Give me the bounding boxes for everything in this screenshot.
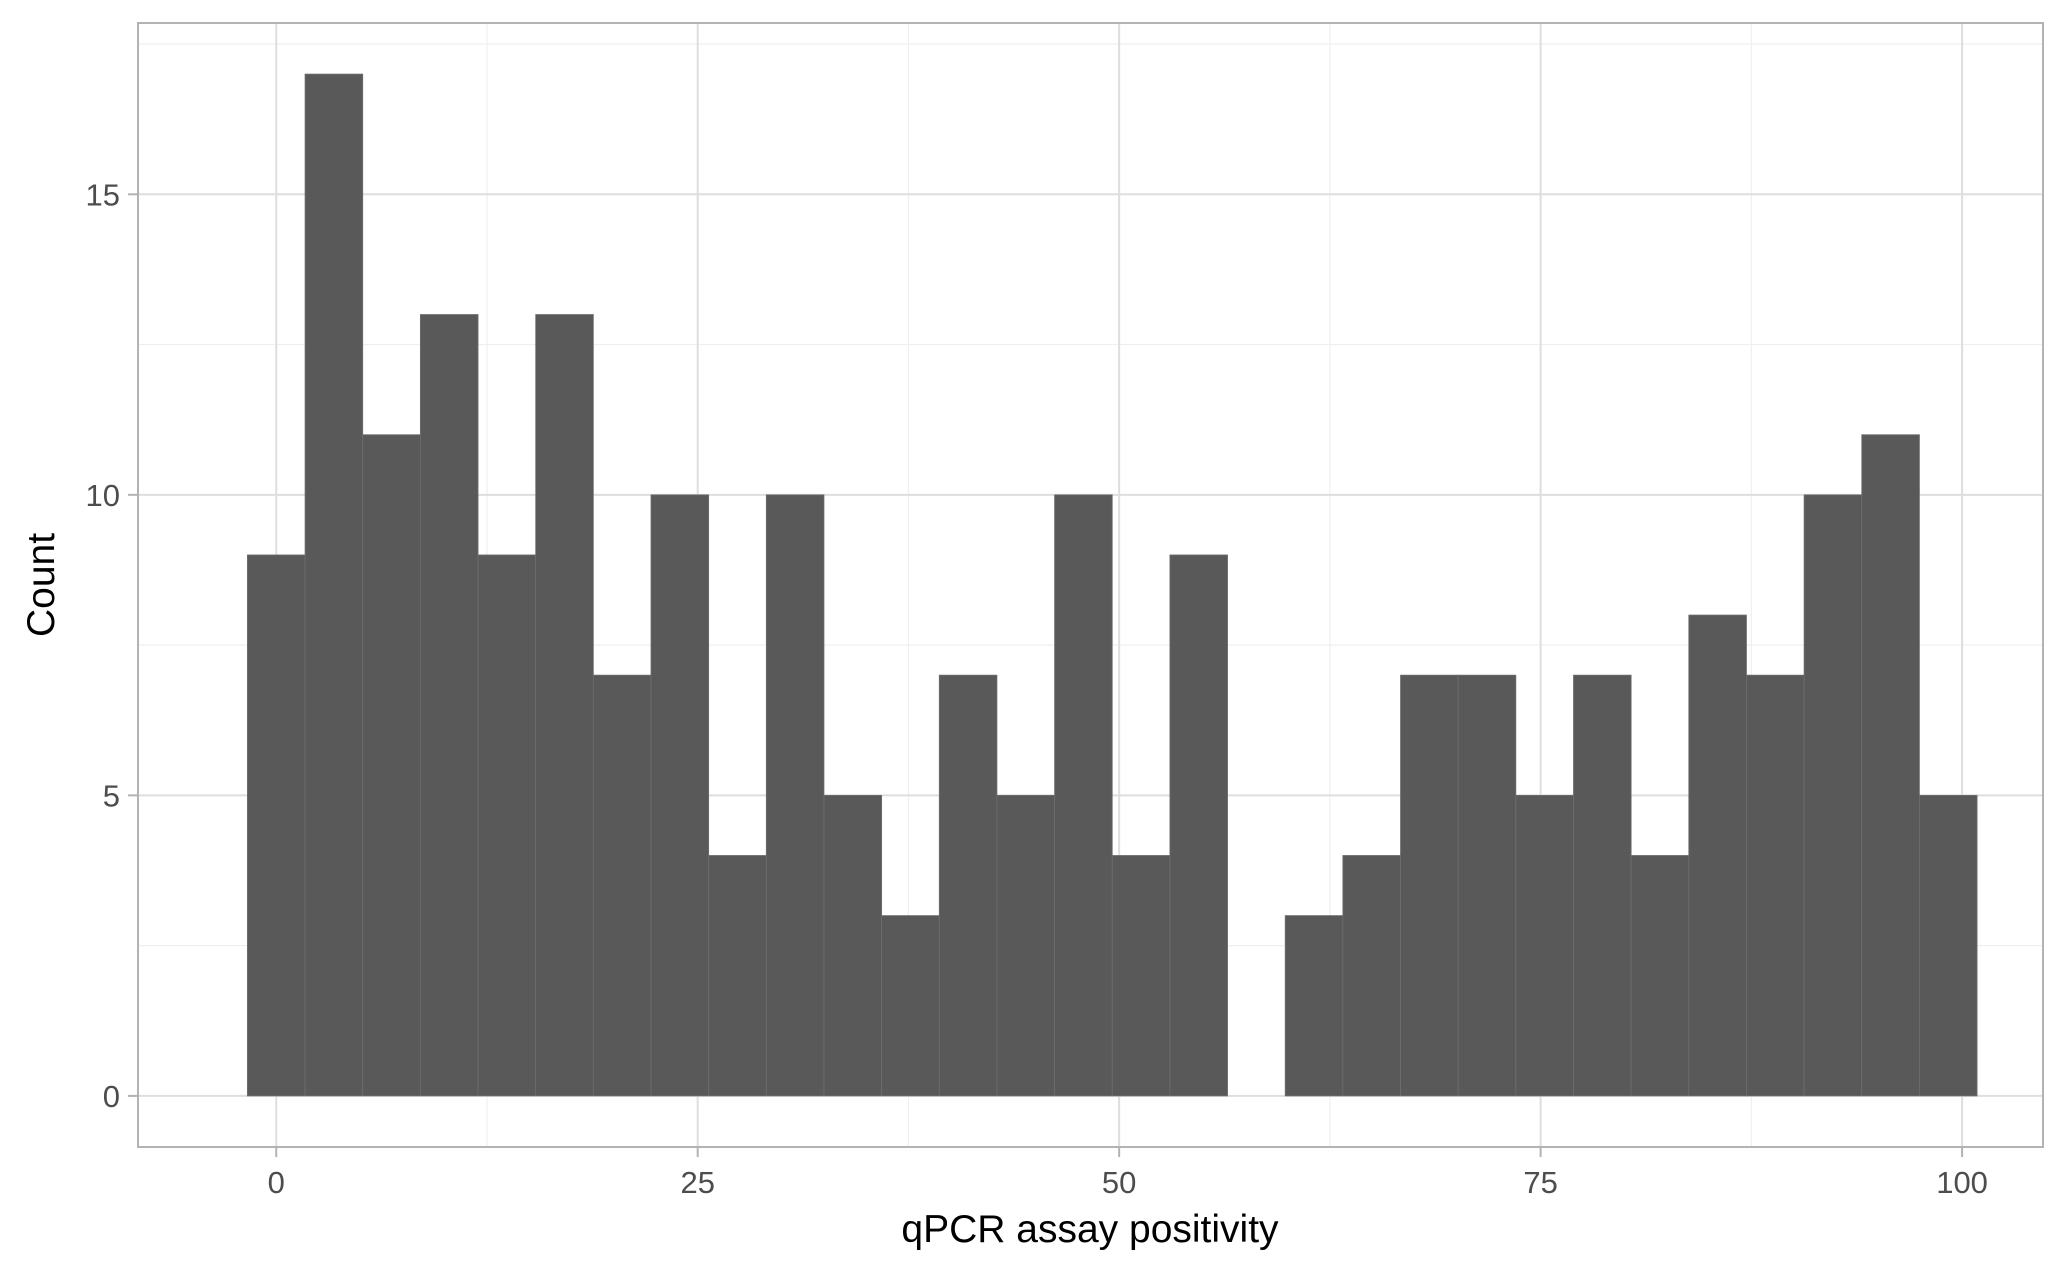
histogram-bar	[1169, 554, 1228, 1097]
histogram-bar	[592, 674, 652, 1097]
histogram-bar	[1573, 674, 1632, 1097]
y-tick-label: 0	[103, 1079, 120, 1114]
histogram-bar	[708, 855, 767, 1097]
x-tick-label: 100	[1936, 1165, 1988, 1200]
histogram-bar	[1457, 674, 1517, 1097]
x-axis-title: qPCR assay positivity	[901, 1208, 1279, 1251]
histogram-bar	[1746, 674, 1805, 1097]
histogram-bar	[1861, 434, 1920, 1097]
histogram-bar	[304, 73, 364, 1097]
histogram-bar	[881, 915, 940, 1097]
y-axis: 0 5 10 15	[86, 177, 138, 1114]
histogram-bar	[1688, 614, 1747, 1097]
panel-border	[137, 22, 2044, 1148]
histogram-bar	[1630, 855, 1690, 1097]
x-tick-label: 75	[1523, 1165, 1557, 1200]
histogram-bar	[938, 674, 998, 1097]
histogram-bar	[1919, 794, 1978, 1097]
histogram-bar	[247, 554, 306, 1097]
histogram-bar	[650, 494, 710, 1097]
histogram-bar	[362, 434, 421, 1097]
histogram-bar	[765, 494, 825, 1097]
y-tick-label: 10	[86, 478, 120, 513]
histogram-bar	[996, 794, 1055, 1097]
histogram-bar	[535, 314, 594, 1097]
x-tick-label: 25	[680, 1165, 714, 1200]
histogram-bar	[1400, 674, 1459, 1097]
histogram-bar	[477, 554, 537, 1097]
histogram-bar	[1515, 794, 1574, 1097]
histogram-bar	[823, 794, 883, 1097]
histogram-bar	[1342, 855, 1401, 1097]
x-axis: 0 25 50 75 100	[268, 1147, 1988, 1200]
histogram-bar	[1284, 915, 1344, 1097]
histogram-bar	[1111, 855, 1171, 1097]
x-tick-label: 0	[268, 1165, 285, 1200]
histogram-bar	[1803, 494, 1863, 1097]
y-tick-label: 15	[86, 177, 120, 212]
x-tick-label: 50	[1102, 1165, 1136, 1200]
histogram-bars	[247, 73, 1978, 1097]
y-tick-label: 5	[103, 778, 120, 813]
y-axis-title: Count	[20, 533, 63, 637]
histogram-bar	[1054, 494, 1113, 1097]
histogram-bar	[419, 314, 479, 1097]
